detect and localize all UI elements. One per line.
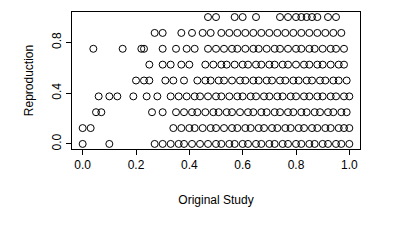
svg-text:0.2: 0.2 (128, 158, 145, 172)
svg-text:0.6: 0.6 (234, 158, 251, 172)
svg-text:0.8: 0.8 (288, 158, 305, 172)
svg-text:1.0: 1.0 (341, 158, 358, 172)
svg-text:0.4: 0.4 (50, 83, 64, 100)
svg-text:0.0: 0.0 (50, 133, 64, 150)
svg-text:0.0: 0.0 (74, 158, 91, 172)
svg-text:Reproduction: Reproduction (22, 45, 36, 116)
svg-text:Original Study: Original Study (178, 193, 253, 207)
svg-text:0.4: 0.4 (181, 158, 198, 172)
svg-text:0.8: 0.8 (50, 32, 64, 49)
